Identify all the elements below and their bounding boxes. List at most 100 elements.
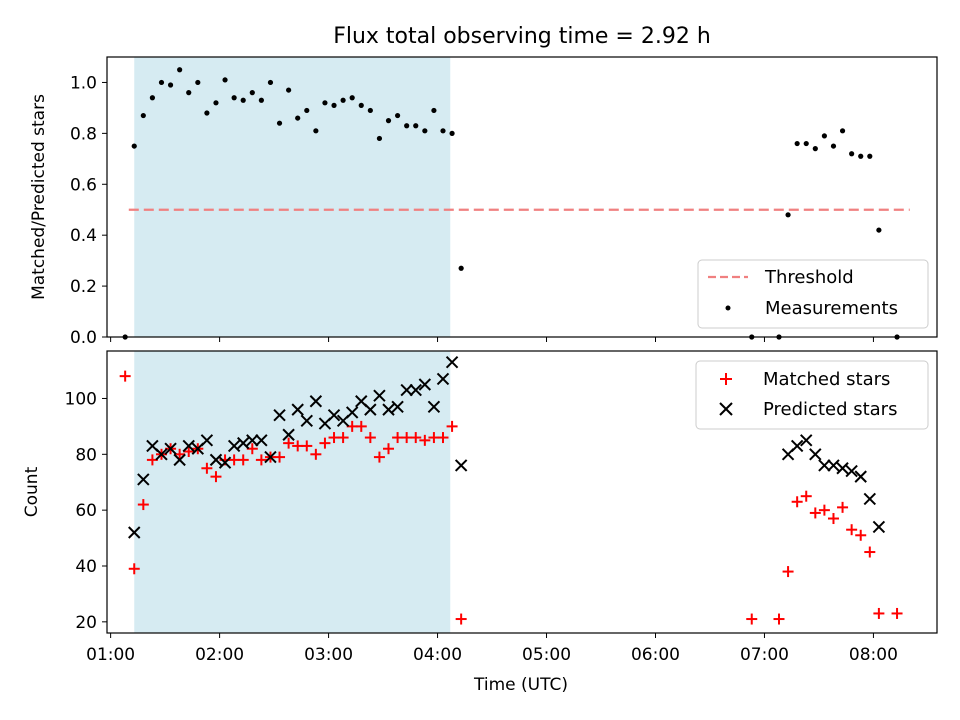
measurements-point <box>821 133 827 139</box>
predicted-stars-point <box>364 403 377 416</box>
measurements-point <box>131 143 137 149</box>
bottom-shaded-region <box>134 351 451 633</box>
legend-matched-label: Matched stars <box>763 369 890 390</box>
x-tick-label: 02:00 <box>195 645 244 665</box>
measurements-point <box>286 87 292 93</box>
bottom-y-tick-label: 60 <box>75 501 97 521</box>
predicted-stars-point <box>827 459 840 472</box>
bottom-legend-box <box>695 360 929 430</box>
top-y-tick-label: 1.0 <box>70 73 97 93</box>
predicted-stars-point <box>427 400 441 414</box>
measurements-point <box>839 128 846 134</box>
measurements-point <box>440 128 446 134</box>
measurements-point <box>222 77 228 83</box>
bottom-panel: 01:00 02:00 03:00 04:00 05:00 06:00 07:00 08:00… <box>22 350 938 695</box>
measurements-point <box>830 143 837 149</box>
x-tick-label: 08:00 <box>849 645 898 665</box>
matched-stars-point <box>782 566 794 578</box>
matched-stars-point <box>800 490 812 502</box>
matched-stars-point <box>310 448 322 460</box>
predicted-stars-point <box>237 436 250 450</box>
legend-predicted-label: Predicted stars <box>763 399 897 420</box>
predicted-stars-point <box>264 450 277 464</box>
matched-stars-point <box>383 443 395 455</box>
measurements-point <box>422 128 428 134</box>
top-plot-marks <box>122 67 910 340</box>
matched-stars-point <box>455 613 467 625</box>
top-y-tick-label: 0.4 <box>70 226 97 246</box>
top-legend: Threshold Measurements <box>697 259 929 329</box>
bottom-y-tick-label: 80 <box>75 445 97 465</box>
predicted-stars-point <box>327 409 341 422</box>
matched-stars-point <box>846 524 858 536</box>
measurements-point <box>340 97 346 103</box>
matched-stars-point <box>855 529 867 541</box>
bottom-plot-frame <box>106 350 938 634</box>
predicted-stars-point <box>200 434 214 447</box>
measurements-point <box>195 79 201 86</box>
measurements-point <box>785 212 791 218</box>
predicted-stars-point <box>790 439 804 453</box>
predicted-stars-point <box>155 448 168 461</box>
top-y-axis-label: Matched/Predicted stars <box>29 94 49 300</box>
measurements-point <box>404 123 410 129</box>
matched-stars-point <box>373 451 385 463</box>
predicted-stars-point <box>282 428 295 441</box>
predicted-stars-point <box>291 403 304 416</box>
matched-stars-point <box>137 499 149 511</box>
matched-stars-point <box>837 501 849 513</box>
predicted-stars-point <box>255 434 268 447</box>
predicted-stars-point <box>345 406 359 419</box>
chart-title: Flux total observing time = 2.92 h <box>333 24 711 49</box>
matched-stars-point <box>201 462 213 474</box>
predicted-stars-point <box>309 395 323 408</box>
measurements-point <box>186 90 192 96</box>
measurements-point <box>322 100 328 106</box>
matched-stars-point <box>419 434 431 446</box>
legend-measurements-label: Measurements <box>765 298 898 319</box>
measurements-point <box>331 102 337 108</box>
measurements-point <box>858 153 864 159</box>
measurements-point <box>876 227 882 233</box>
top-y-tick-label: 0.2 <box>70 277 97 297</box>
predicted-stars-point <box>218 456 232 469</box>
measurements-point <box>812 146 818 152</box>
measurements-point <box>431 107 437 114</box>
top-legend-box <box>697 259 929 329</box>
matched-stars-point <box>319 437 331 449</box>
matched-stars-point <box>210 471 222 483</box>
predicted-stars-point <box>128 526 141 539</box>
predicted-stars-point <box>182 439 195 453</box>
bottom-axis-ticks: 01:00 02:00 03:00 04:00 05:00 06:00 07:00 08:00… <box>65 389 898 665</box>
measurements-point <box>313 128 319 134</box>
matched-stars-point <box>809 507 821 519</box>
legend-matched-swatch <box>720 373 732 385</box>
predicted-stars-point <box>400 383 413 397</box>
measurements-point <box>367 107 373 114</box>
matched-stars-point <box>746 613 758 625</box>
matched-stars-point <box>437 432 449 444</box>
measurements-point <box>204 110 210 116</box>
predicted-stars-point <box>382 403 395 416</box>
measurements-point <box>295 115 301 121</box>
measurements-point <box>267 79 274 86</box>
x-tick-label: 07:00 <box>740 645 789 665</box>
matched-stars-point <box>119 370 131 382</box>
matched-stars-point <box>410 432 422 444</box>
matched-stars-point <box>873 607 885 619</box>
x-tick-label: 05:00 <box>522 645 571 665</box>
predicted-stars-point <box>209 453 223 467</box>
measurements-point <box>849 151 855 157</box>
bottom-y-tick-label: 20 <box>75 613 97 633</box>
predicted-stars-point <box>409 383 422 397</box>
predicted-stars-point <box>445 355 459 369</box>
top-y-tick-label: 0.8 <box>70 124 97 144</box>
predicted-stars-point <box>227 439 241 453</box>
matched-stars-point <box>255 454 267 466</box>
predicted-stars-point <box>273 409 286 422</box>
predicted-stars-point <box>854 470 867 483</box>
predicted-stars-point <box>436 372 450 386</box>
top-axis-ticks: 0.0 0.2 0.4 0.6 0.8 1.0 <box>70 73 874 348</box>
measurements-point <box>376 135 383 142</box>
